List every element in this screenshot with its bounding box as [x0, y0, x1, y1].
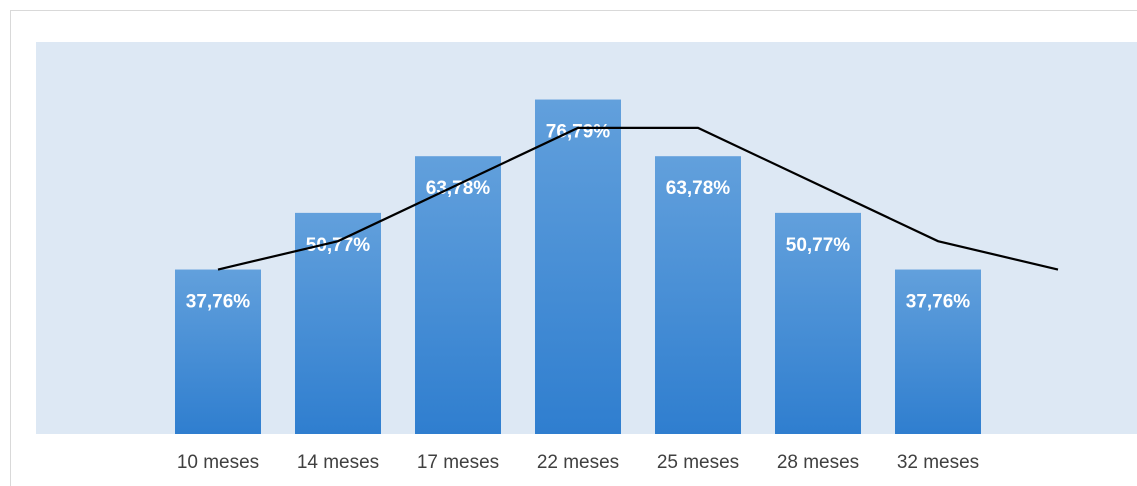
x-tick-label: 22 meses [537, 452, 619, 473]
value-label: 37,76% [186, 292, 251, 313]
value-label: 63,78% [426, 178, 491, 199]
bar [655, 156, 741, 434]
value-label: 50,77% [306, 235, 371, 256]
x-tick-label: 32 meses [897, 452, 979, 473]
bar [895, 269, 981, 434]
x-tick-label: 17 meses [417, 452, 499, 473]
x-tick-label: 10 meses [177, 452, 259, 473]
x-tick-label: 25 meses [657, 452, 739, 473]
bar [415, 156, 501, 434]
bar [775, 212, 861, 434]
value-label: 63,78% [666, 178, 731, 199]
trend-line [217, 126, 1059, 271]
x-tick-label: 14 meses [297, 452, 379, 473]
value-label: 50,77% [786, 235, 851, 256]
bar [535, 99, 621, 434]
value-label: 37,76% [906, 292, 971, 313]
bar [295, 212, 381, 434]
x-tick-label: 28 meses [777, 452, 859, 473]
bar [175, 269, 261, 434]
